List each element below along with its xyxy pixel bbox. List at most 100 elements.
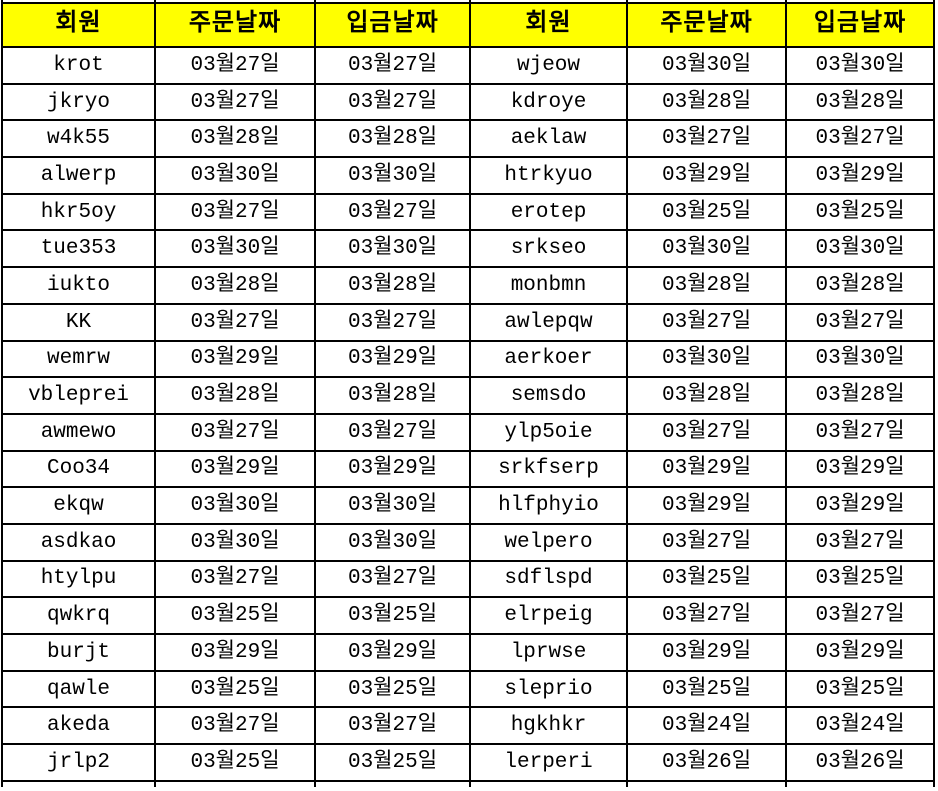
order-date-cell[interactable]: 03월28일 bbox=[154, 376, 316, 415]
member-cell[interactable]: welpero bbox=[469, 522, 628, 562]
deposit-date-cell[interactable]: 03월27일 bbox=[314, 46, 471, 85]
member-cell[interactable]: srkseo bbox=[469, 229, 628, 269]
member-cell[interactable]: ylp5oie bbox=[469, 412, 628, 452]
member-cell[interactable]: ekqw bbox=[1, 486, 156, 525]
member-cell[interactable]: hgkhkr bbox=[469, 706, 628, 746]
member-cell[interactable]: wemrw bbox=[1, 339, 156, 379]
deposit-date-cell[interactable]: 03월28일 bbox=[785, 376, 935, 415]
member-cell[interactable]: jkryo bbox=[1, 82, 156, 122]
deposit-date-cell[interactable]: 03월26일 bbox=[785, 743, 935, 782]
deposit-date-cell[interactable]: 03월29일 bbox=[785, 449, 935, 489]
deposit-date-cell[interactable]: 03월30일 bbox=[785, 229, 935, 269]
order-date-cell[interactable]: 03월30일 bbox=[154, 156, 316, 195]
order-date-cell[interactable]: 03월29일 bbox=[626, 486, 787, 525]
order-date-cell[interactable]: 03월30일 bbox=[626, 229, 787, 269]
member-cell[interactable]: elrpeig bbox=[469, 596, 628, 635]
member-cell[interactable]: hkr5oy bbox=[1, 192, 156, 232]
deposit-date-cell[interactable]: 03월25일 bbox=[785, 669, 935, 709]
deposit-date-cell[interactable]: 03월29일 bbox=[314, 339, 471, 379]
member-cell[interactable]: aeklaw bbox=[469, 119, 628, 159]
deposit-date-cell[interactable]: 03월25일 bbox=[314, 743, 471, 782]
order-date-cell[interactable]: 03월28일 bbox=[626, 82, 787, 122]
deposit-date-cell[interactable]: 03월27일 bbox=[314, 412, 471, 452]
member-cell[interactable]: aerkoer bbox=[469, 339, 628, 379]
deposit-date-cell[interactable]: 03월28일 bbox=[785, 266, 935, 305]
member-cell[interactable]: sleprio bbox=[469, 669, 628, 709]
deposit-date-cell[interactable]: 03월30일 bbox=[785, 46, 935, 85]
order-date-cell[interactable]: 03월27일 bbox=[154, 46, 316, 85]
member-cell[interactable]: hlfphyio bbox=[469, 486, 628, 525]
order-date-cell[interactable]: 03월27일 bbox=[154, 302, 316, 342]
deposit-date-cell[interactable]: 03월29일 bbox=[314, 633, 471, 672]
order-date-cell[interactable]: 03월29일 bbox=[154, 449, 316, 489]
order-date-cell[interactable]: 03월27일 bbox=[626, 412, 787, 452]
deposit-date-cell[interactable]: 03월27일 bbox=[314, 302, 471, 342]
deposit-date-cell[interactable]: 03월30일 bbox=[785, 339, 935, 379]
order-date-cell[interactable]: 03월29일 bbox=[626, 156, 787, 195]
member-cell[interactable]: jrlp2 bbox=[1, 743, 156, 782]
order-date-cell[interactable]: 03월30일 bbox=[154, 522, 316, 562]
member-cell[interactable]: Coo34 bbox=[1, 449, 156, 489]
member-cell[interactable]: lprwse bbox=[469, 633, 628, 672]
member-cell[interactable]: monbmn bbox=[469, 266, 628, 305]
column-header-deposit-date[interactable]: 입금날짜 bbox=[785, 2, 935, 48]
column-header-order-date[interactable]: 주문날짜 bbox=[154, 2, 316, 48]
deposit-date-cell[interactable]: 03월24일 bbox=[785, 706, 935, 746]
order-date-cell[interactable]: 03월25일 bbox=[626, 192, 787, 232]
member-cell[interactable]: KK bbox=[1, 302, 156, 342]
deposit-date-cell[interactable]: 03월25일 bbox=[785, 559, 935, 599]
member-cell[interactable]: qwkrq bbox=[1, 596, 156, 635]
deposit-date-cell[interactable]: 03월27일 bbox=[785, 302, 935, 342]
order-date-cell[interactable]: 03월30일 bbox=[154, 486, 316, 525]
deposit-date-cell[interactable]: 03월30일 bbox=[314, 522, 471, 562]
deposit-date-cell[interactable]: 03월27일 bbox=[314, 82, 471, 122]
order-date-cell[interactable]: 03월25일 bbox=[626, 669, 787, 709]
member-cell[interactable]: vbleprei bbox=[1, 376, 156, 415]
order-date-cell[interactable]: 03월27일 bbox=[154, 412, 316, 452]
member-cell[interactable]: kdroye bbox=[469, 82, 628, 122]
order-date-cell[interactable]: 03월29일 bbox=[154, 633, 316, 672]
member-cell[interactable]: awlepqw bbox=[469, 302, 628, 342]
deposit-date-cell[interactable]: 03월29일 bbox=[785, 633, 935, 672]
order-date-cell[interactable]: 03월28일 bbox=[154, 266, 316, 305]
order-date-cell[interactable]: 03월29일 bbox=[626, 633, 787, 672]
member-cell[interactable]: awmewo bbox=[1, 412, 156, 452]
member-cell[interactable]: burjt bbox=[1, 633, 156, 672]
order-date-cell[interactable]: 03월25일 bbox=[154, 743, 316, 782]
order-date-cell[interactable]: 03월27일 bbox=[626, 522, 787, 562]
order-date-cell[interactable]: 03월27일 bbox=[154, 192, 316, 232]
member-cell[interactable]: krot bbox=[1, 46, 156, 85]
column-header-order-date[interactable]: 주문날짜 bbox=[626, 2, 787, 48]
column-header-member[interactable]: 회원 bbox=[1, 2, 156, 48]
order-date-cell[interactable]: 03월29일 bbox=[154, 339, 316, 379]
member-cell[interactable]: htylpu bbox=[1, 559, 156, 599]
deposit-date-cell[interactable]: 03월27일 bbox=[785, 522, 935, 562]
deposit-date-cell[interactable]: 03월29일 bbox=[785, 156, 935, 195]
deposit-date-cell[interactable]: 03월27일 bbox=[785, 596, 935, 635]
deposit-date-cell[interactable]: 03월27일 bbox=[314, 192, 471, 232]
deposit-date-cell[interactable]: 03월30일 bbox=[314, 229, 471, 269]
order-date-cell[interactable]: 03월28일 bbox=[626, 376, 787, 415]
deposit-date-cell[interactable]: 03월28일 bbox=[314, 266, 471, 305]
deposit-date-cell[interactable]: 03월28일 bbox=[785, 82, 935, 122]
order-date-cell[interactable]: 03월27일 bbox=[626, 119, 787, 159]
member-cell[interactable]: lerperi bbox=[469, 743, 628, 782]
order-date-cell[interactable]: 03월30일 bbox=[626, 339, 787, 379]
order-date-cell[interactable]: 03월25일 bbox=[154, 669, 316, 709]
order-date-cell[interactable]: 03월26일 bbox=[626, 743, 787, 782]
order-date-cell[interactable]: 03월27일 bbox=[154, 82, 316, 122]
deposit-date-cell[interactable]: 03월27일 bbox=[314, 559, 471, 599]
order-date-cell[interactable]: 03월29일 bbox=[626, 449, 787, 489]
deposit-date-cell[interactable]: 03월27일 bbox=[785, 119, 935, 159]
deposit-date-cell[interactable]: 03월29일 bbox=[785, 486, 935, 525]
order-date-cell[interactable]: 03월28일 bbox=[626, 266, 787, 305]
deposit-date-cell[interactable]: 03월28일 bbox=[314, 119, 471, 159]
deposit-date-cell[interactable]: 03월25일 bbox=[785, 192, 935, 232]
member-cell[interactable]: iukto bbox=[1, 266, 156, 305]
member-cell[interactable]: wjeow bbox=[469, 46, 628, 85]
deposit-date-cell[interactable]: 03월27일 bbox=[785, 412, 935, 452]
deposit-date-cell[interactable]: 03월25일 bbox=[314, 669, 471, 709]
member-cell[interactable]: asdkao bbox=[1, 522, 156, 562]
order-date-cell[interactable]: 03월27일 bbox=[626, 302, 787, 342]
order-date-cell[interactable]: 03월30일 bbox=[154, 229, 316, 269]
